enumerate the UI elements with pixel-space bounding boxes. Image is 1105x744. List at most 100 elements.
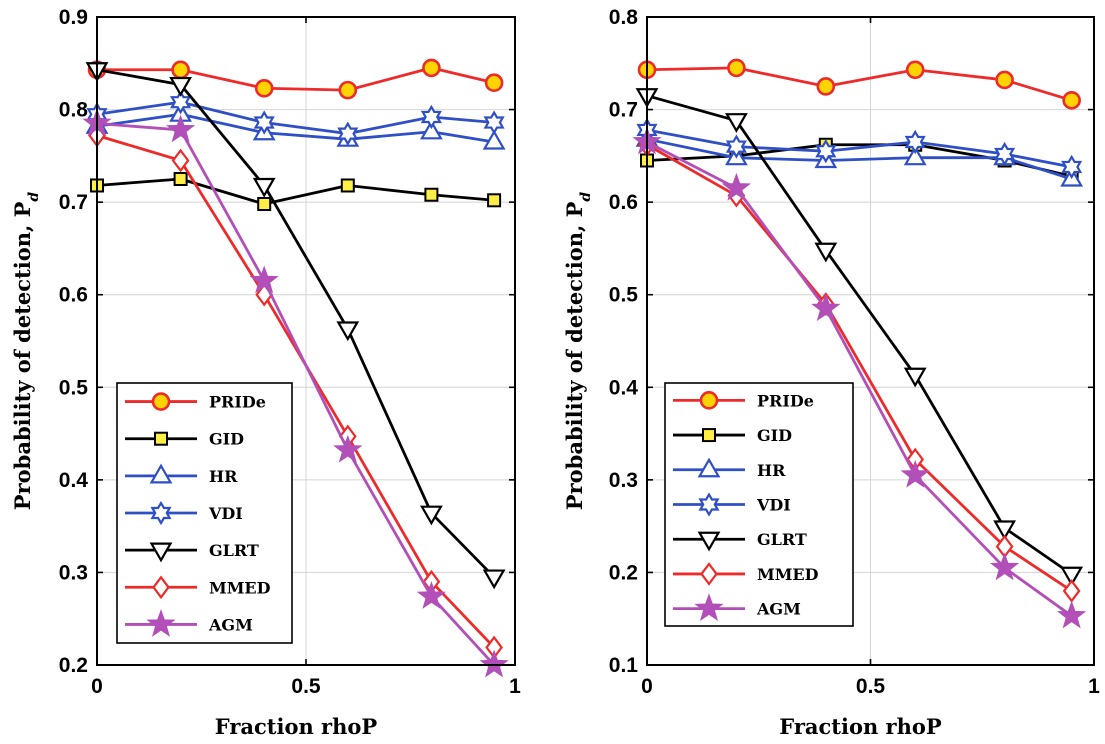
legend-item-mmed: MMED <box>673 562 819 586</box>
series-line-vdi <box>96 100 495 136</box>
legend-marker <box>151 392 171 411</box>
series-line-agm <box>646 140 1073 618</box>
data-point-agm <box>165 114 196 143</box>
data-point-vdi <box>904 129 926 155</box>
legend-item-hr: HR <box>673 457 786 480</box>
y-tick-label: 0.8 <box>59 99 89 122</box>
legend-marker <box>149 542 173 563</box>
legend-marker <box>146 609 176 637</box>
legend-marker <box>699 391 719 410</box>
data-point-agm <box>479 649 509 678</box>
series-glrt <box>85 62 506 590</box>
x-tick-label: 0.5 <box>856 675 886 698</box>
legend-marker <box>697 531 721 552</box>
x-axis-label: Fraction rhoP <box>779 714 942 739</box>
series-agm <box>82 108 509 678</box>
legend-item-mmed: MMED <box>125 575 271 600</box>
legend-marker <box>697 457 721 478</box>
y-tick-label: 0.3 <box>59 561 88 584</box>
data-point-vdi <box>483 110 505 135</box>
data-point-pride <box>338 80 358 100</box>
data-point-agm <box>989 552 1020 581</box>
y-tick-label: 0.6 <box>59 284 88 307</box>
x-tick-label: 0 <box>91 675 103 698</box>
legend-item-hr: HR <box>125 463 238 486</box>
data-point-glrt <box>419 505 443 526</box>
y-axis-label-subscript: d <box>26 192 42 202</box>
data-point-pride <box>816 77 836 96</box>
y-tick-label: 0.4 <box>59 469 89 492</box>
data-point-agm <box>333 434 363 463</box>
series-line-gid <box>646 143 1072 178</box>
data-point-gid <box>173 172 188 186</box>
y-tick-label: 0.8 <box>609 6 639 29</box>
chart-panel-2: 0.1 0.2 0.3 0.4 0.5 0.6 0.7 0.8 0 0.5 1 Fraction rh… <box>562 6 1100 739</box>
legend-item-vdi: VDI <box>673 492 791 517</box>
y-tick-label: 0.7 <box>59 191 88 214</box>
data-point-hr <box>903 145 927 166</box>
y-tick-label: 0.6 <box>609 191 638 214</box>
data-point-mmed <box>171 148 190 173</box>
data-point-gid <box>340 178 355 193</box>
series-line-pride <box>646 66 1073 102</box>
data-point-agm <box>416 581 447 609</box>
data-point-agm <box>1057 600 1087 629</box>
legend-item-vdi: VDI <box>125 500 243 526</box>
legend-marker <box>149 463 173 484</box>
legend-item-glrt: GLRT <box>125 541 259 563</box>
chart-panel-1: 0.2 0.3 0.4 0.5 0.6 0.7 0.8 0.9 0 0.5 1 Fraction rh… <box>10 6 521 739</box>
legend-label: HR <box>209 467 238 486</box>
data-point-gid <box>257 196 272 211</box>
legend-label: VDI <box>208 504 243 523</box>
data-point-pride <box>1062 91 1081 110</box>
data-point-glrt <box>1060 566 1084 587</box>
x-tick-label: 1 <box>509 675 521 698</box>
series-line-agm <box>96 122 496 666</box>
data-point-glrt <box>903 367 927 388</box>
y-axis-label-main: Probability of detection, P <box>562 201 587 510</box>
data-point-vdi <box>337 121 359 146</box>
series-line-hr <box>646 137 1073 181</box>
legend-item-pride: PRIDe <box>125 392 266 412</box>
data-point-pride <box>171 60 190 80</box>
series-line-gid <box>96 177 495 206</box>
series-agm <box>632 126 1087 629</box>
legend-label: VDI <box>756 496 791 515</box>
legend-marker <box>154 431 168 446</box>
y-tick-label: 0.7 <box>609 99 638 122</box>
data-point-gid <box>424 187 439 202</box>
data-point-pride <box>254 78 274 98</box>
legend-item-glrt: GLRT <box>673 530 807 552</box>
data-point-agm <box>721 172 752 201</box>
y-tick-label: 0.9 <box>59 6 88 29</box>
series-line-glrt <box>646 94 1073 576</box>
data-point-agm <box>249 265 279 294</box>
y-axis-label: Probability of detection, Pd <box>10 192 42 511</box>
legend-marker <box>700 562 718 586</box>
legend-label: GLRT <box>757 530 807 549</box>
legend-label: AGM <box>208 615 253 634</box>
legend: PRIDe GID HR VDI GLRT MMED AGM <box>664 382 854 627</box>
y-axis-label: Probability of detection, Pd <box>562 192 594 511</box>
y-tick-label: 0.5 <box>609 284 639 307</box>
data-point-agm <box>811 293 841 322</box>
legend-item-agm: AGM <box>125 609 253 637</box>
data-point-glrt <box>993 520 1017 541</box>
y-tick-label: 0.2 <box>59 654 88 677</box>
series-gid <box>90 172 502 211</box>
legend-marker <box>152 575 170 600</box>
legend-label: GLRT <box>209 541 259 560</box>
data-point-pride <box>484 73 504 93</box>
data-point-glrt <box>169 76 193 97</box>
data-point-pride <box>905 60 925 80</box>
x-tick-label: 1 <box>1088 675 1100 698</box>
data-point-agm <box>900 459 930 488</box>
y-axis-label-subscript: d <box>578 192 594 202</box>
data-point-vdi <box>1061 154 1083 180</box>
data-point-vdi <box>420 104 442 130</box>
data-point-glrt <box>252 177 276 198</box>
series-line-hr <box>96 112 495 144</box>
y-axis-label-main: Probability of detection, P <box>10 201 35 510</box>
data-point-glrt <box>336 321 360 342</box>
y-tick-label: 0.3 <box>609 469 638 492</box>
